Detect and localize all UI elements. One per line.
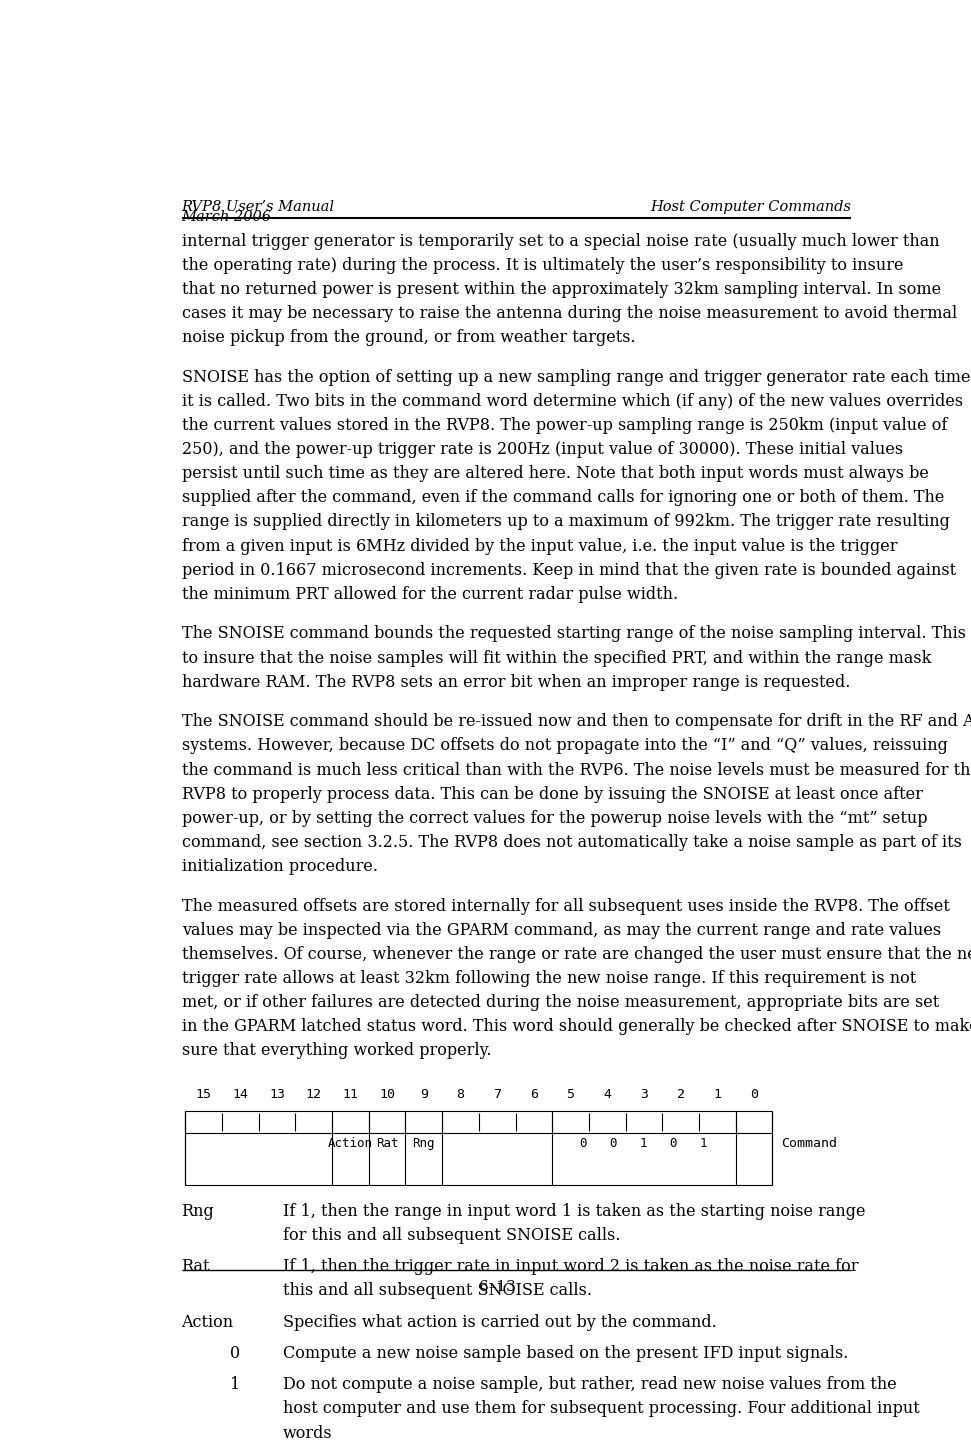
Text: Rng: Rng	[182, 1203, 215, 1219]
Text: 7: 7	[493, 1087, 501, 1100]
Text: the command is much less critical than with the RVP6. The noise levels must be m: the command is much less critical than w…	[182, 761, 971, 778]
Text: March 2006: March 2006	[182, 211, 272, 224]
Text: period in 0.1667 microsecond increments. Keep in mind that the given rate is bou: period in 0.1667 microsecond increments.…	[182, 562, 955, 579]
Text: If 1, then the range in input word 1 is taken as the starting noise range: If 1, then the range in input word 1 is …	[284, 1203, 866, 1219]
Text: 8: 8	[456, 1087, 464, 1100]
Text: Do not compute a noise sample, but rather, read new noise values from the: Do not compute a noise sample, but rathe…	[284, 1376, 897, 1394]
Text: it is called. Two bits in the command word determine which (if any) of the new v: it is called. Two bits in the command wo…	[182, 393, 962, 410]
Text: 6–13: 6–13	[480, 1280, 516, 1295]
Text: initialization procedure.: initialization procedure.	[182, 858, 378, 874]
Text: trigger rate allows at least 32km following the new noise range. If this require: trigger rate allows at least 32km follow…	[182, 970, 916, 986]
Text: 3: 3	[640, 1087, 648, 1100]
Text: that no returned power is present within the approximately 32km sampling interva: that no returned power is present within…	[182, 281, 941, 298]
Text: in the GPARM latched status word. This word should generally be checked after SN: in the GPARM latched status word. This w…	[182, 1018, 971, 1035]
Text: for this and all subsequent SNOISE calls.: for this and all subsequent SNOISE calls…	[284, 1227, 620, 1244]
Text: this and all subsequent SNOISE calls.: this and all subsequent SNOISE calls.	[284, 1282, 592, 1299]
Text: Rat: Rat	[376, 1136, 398, 1149]
Text: to insure that the noise samples will fit within the specified PRT, and within t: to insure that the noise samples will fi…	[182, 649, 931, 666]
Text: Compute a new noise sample based on the present IFD input signals.: Compute a new noise sample based on the …	[284, 1344, 849, 1362]
Text: Specifies what action is carried out by the command.: Specifies what action is carried out by …	[284, 1314, 717, 1331]
Text: range is supplied directly in kilometers up to a maximum of 992km. The trigger r: range is supplied directly in kilometers…	[182, 514, 950, 531]
Text: 10: 10	[379, 1087, 395, 1100]
Text: SNOISE has the option of setting up a new sampling range and trigger generator r: SNOISE has the option of setting up a ne…	[182, 370, 970, 386]
Text: The measured offsets are stored internally for all subsequent uses inside the RV: The measured offsets are stored internal…	[182, 898, 950, 915]
Text: 12: 12	[306, 1087, 321, 1100]
Text: internal trigger generator is temporarily set to a special noise rate (usually m: internal trigger generator is temporaril…	[182, 233, 939, 250]
Text: 1: 1	[714, 1087, 721, 1100]
Text: 6: 6	[530, 1087, 538, 1100]
Text: systems. However, because DC offsets do not propagate into the “I” and “Q” value: systems. However, because DC offsets do …	[182, 738, 948, 755]
Text: If 1, then the trigger rate in input word 2 is taken as the noise rate for: If 1, then the trigger rate in input wor…	[284, 1259, 858, 1276]
Text: words: words	[284, 1424, 333, 1442]
Text: 250), and the power-up trigger rate is 200Hz (input value of 30000). These initi: 250), and the power-up trigger rate is 2…	[182, 441, 903, 458]
Text: the operating rate) during the process. It is ultimately the user’s responsibili: the operating rate) during the process. …	[182, 258, 903, 274]
Text: command, see section 3.2.5. The RVP8 does not automatically take a noise sample : command, see section 3.2.5. The RVP8 doe…	[182, 834, 961, 851]
Text: the minimum PRT allowed for the current radar pulse width.: the minimum PRT allowed for the current …	[182, 586, 678, 602]
Text: Command: Command	[782, 1136, 837, 1149]
Text: cases it may be necessary to raise the antenna during the noise measurement to a: cases it may be necessary to raise the a…	[182, 306, 956, 322]
Text: Rng: Rng	[413, 1136, 435, 1149]
Text: 0   0   1   0   1: 0 0 1 0 1	[580, 1136, 708, 1149]
Text: 2: 2	[677, 1087, 685, 1100]
Text: power-up, or by setting the correct values for the powerup noise levels with the: power-up, or by setting the correct valu…	[182, 810, 927, 826]
Text: hardware RAM. The RVP8 sets an error bit when an improper range is requested.: hardware RAM. The RVP8 sets an error bit…	[182, 674, 850, 691]
Text: noise pickup from the ground, or from weather targets.: noise pickup from the ground, or from we…	[182, 329, 635, 346]
Text: sure that everything worked properly.: sure that everything worked properly.	[182, 1042, 491, 1059]
Text: 1: 1	[230, 1376, 241, 1394]
Text: 4: 4	[603, 1087, 611, 1100]
Text: The SNOISE command should be re-issued now and then to compensate for drift in t: The SNOISE command should be re-issued n…	[182, 713, 971, 730]
Text: 0: 0	[230, 1344, 241, 1362]
Text: 9: 9	[419, 1087, 428, 1100]
Text: Action: Action	[328, 1136, 373, 1149]
Text: RVP8 to properly process data. This can be done by issuing the SNOISE at least o: RVP8 to properly process data. This can …	[182, 786, 922, 803]
Text: the current values stored in the RVP8. The power-up sampling range is 250km (inp: the current values stored in the RVP8. T…	[182, 418, 947, 434]
Text: The SNOISE command bounds the requested starting range of the noise sampling int: The SNOISE command bounds the requested …	[182, 626, 971, 643]
Text: Host Computer Commands: Host Computer Commands	[651, 201, 852, 214]
Text: supplied after the command, even if the command calls for ignoring one or both o: supplied after the command, even if the …	[182, 489, 944, 506]
Text: 15: 15	[196, 1087, 212, 1100]
Text: values may be inspected via the GPARM command, as may the current range and rate: values may be inspected via the GPARM co…	[182, 922, 941, 938]
Text: met, or if other failures are detected during the noise measurement, appropriate: met, or if other failures are detected d…	[182, 994, 939, 1011]
Text: host computer and use them for subsequent processing. Four additional input: host computer and use them for subsequen…	[284, 1401, 920, 1417]
Text: 0: 0	[750, 1087, 758, 1100]
Text: RVP8 User’s Manual: RVP8 User’s Manual	[182, 201, 335, 214]
Text: persist until such time as they are altered here. Note that both input words mus: persist until such time as they are alte…	[182, 466, 928, 482]
Text: Rat: Rat	[182, 1259, 210, 1276]
Text: 5: 5	[566, 1087, 575, 1100]
Text: themselves. Of course, whenever the range or rate are changed the user must ensu: themselves. Of course, whenever the rang…	[182, 946, 971, 963]
Text: 13: 13	[269, 1087, 285, 1100]
Text: 14: 14	[232, 1087, 249, 1100]
Text: Action: Action	[182, 1314, 234, 1331]
Text: from a given input is 6MHz divided by the input value, i.e. the input value is t: from a given input is 6MHz divided by th…	[182, 537, 897, 554]
Text: 11: 11	[343, 1087, 358, 1100]
